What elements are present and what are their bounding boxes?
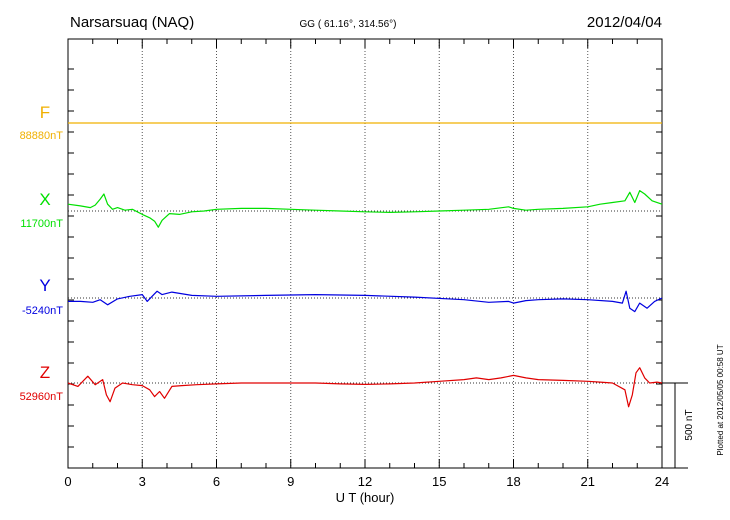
baseline-value-y: -5240nT: [22, 305, 63, 317]
series-label-y: Y: [39, 276, 50, 295]
baseline-value-f: 88880nT: [20, 130, 64, 142]
x-tick-labels: 0 3 6 9 12 15 18 21 24: [64, 474, 669, 489]
series-label-f: F: [40, 103, 50, 122]
baseline-value-x: 11700nT: [20, 218, 63, 230]
series-label-z: Z: [40, 363, 50, 382]
x-tick-label-21: 21: [581, 474, 595, 489]
x-tick-label-9: 9: [287, 474, 294, 489]
scale-bar: 500 nT: [662, 382, 695, 469]
x-tick-label-0: 0: [64, 474, 71, 489]
x-tick-label-3: 3: [139, 474, 146, 489]
x-tick-label-24: 24: [655, 474, 669, 489]
time-gridlines: [141, 39, 589, 468]
series-line-y: [68, 290, 663, 313]
plot-frame: [67, 38, 663, 469]
series-label-x: X: [39, 190, 50, 209]
x-axis-label: U T (hour): [336, 490, 395, 505]
baseline-value-z: 52960nT: [20, 391, 64, 403]
plotted-at-note: Plotted at 2012/05/05 00:58 UT: [716, 344, 725, 455]
series-labels: F 88880nT X 11700nT Y -5240nT Z 52960nT: [20, 103, 64, 403]
x-tick-label-15: 15: [432, 474, 446, 489]
x-tick-label-18: 18: [506, 474, 520, 489]
series-lines: [67, 122, 663, 408]
series-line-z: [67, 367, 663, 408]
x-tick-label-12: 12: [358, 474, 372, 489]
series-line-x: [67, 190, 663, 228]
x-tick-label-6: 6: [213, 474, 220, 489]
station-coordinates: GG ( 61.16°, 314.56°): [300, 19, 397, 30]
axis-ticks: [67, 39, 663, 468]
station-title: Narsarsuaq (NAQ): [70, 14, 194, 31]
chart-date: 2012/04/04: [587, 14, 662, 31]
scale-bar-label: 500 nT: [684, 409, 695, 440]
